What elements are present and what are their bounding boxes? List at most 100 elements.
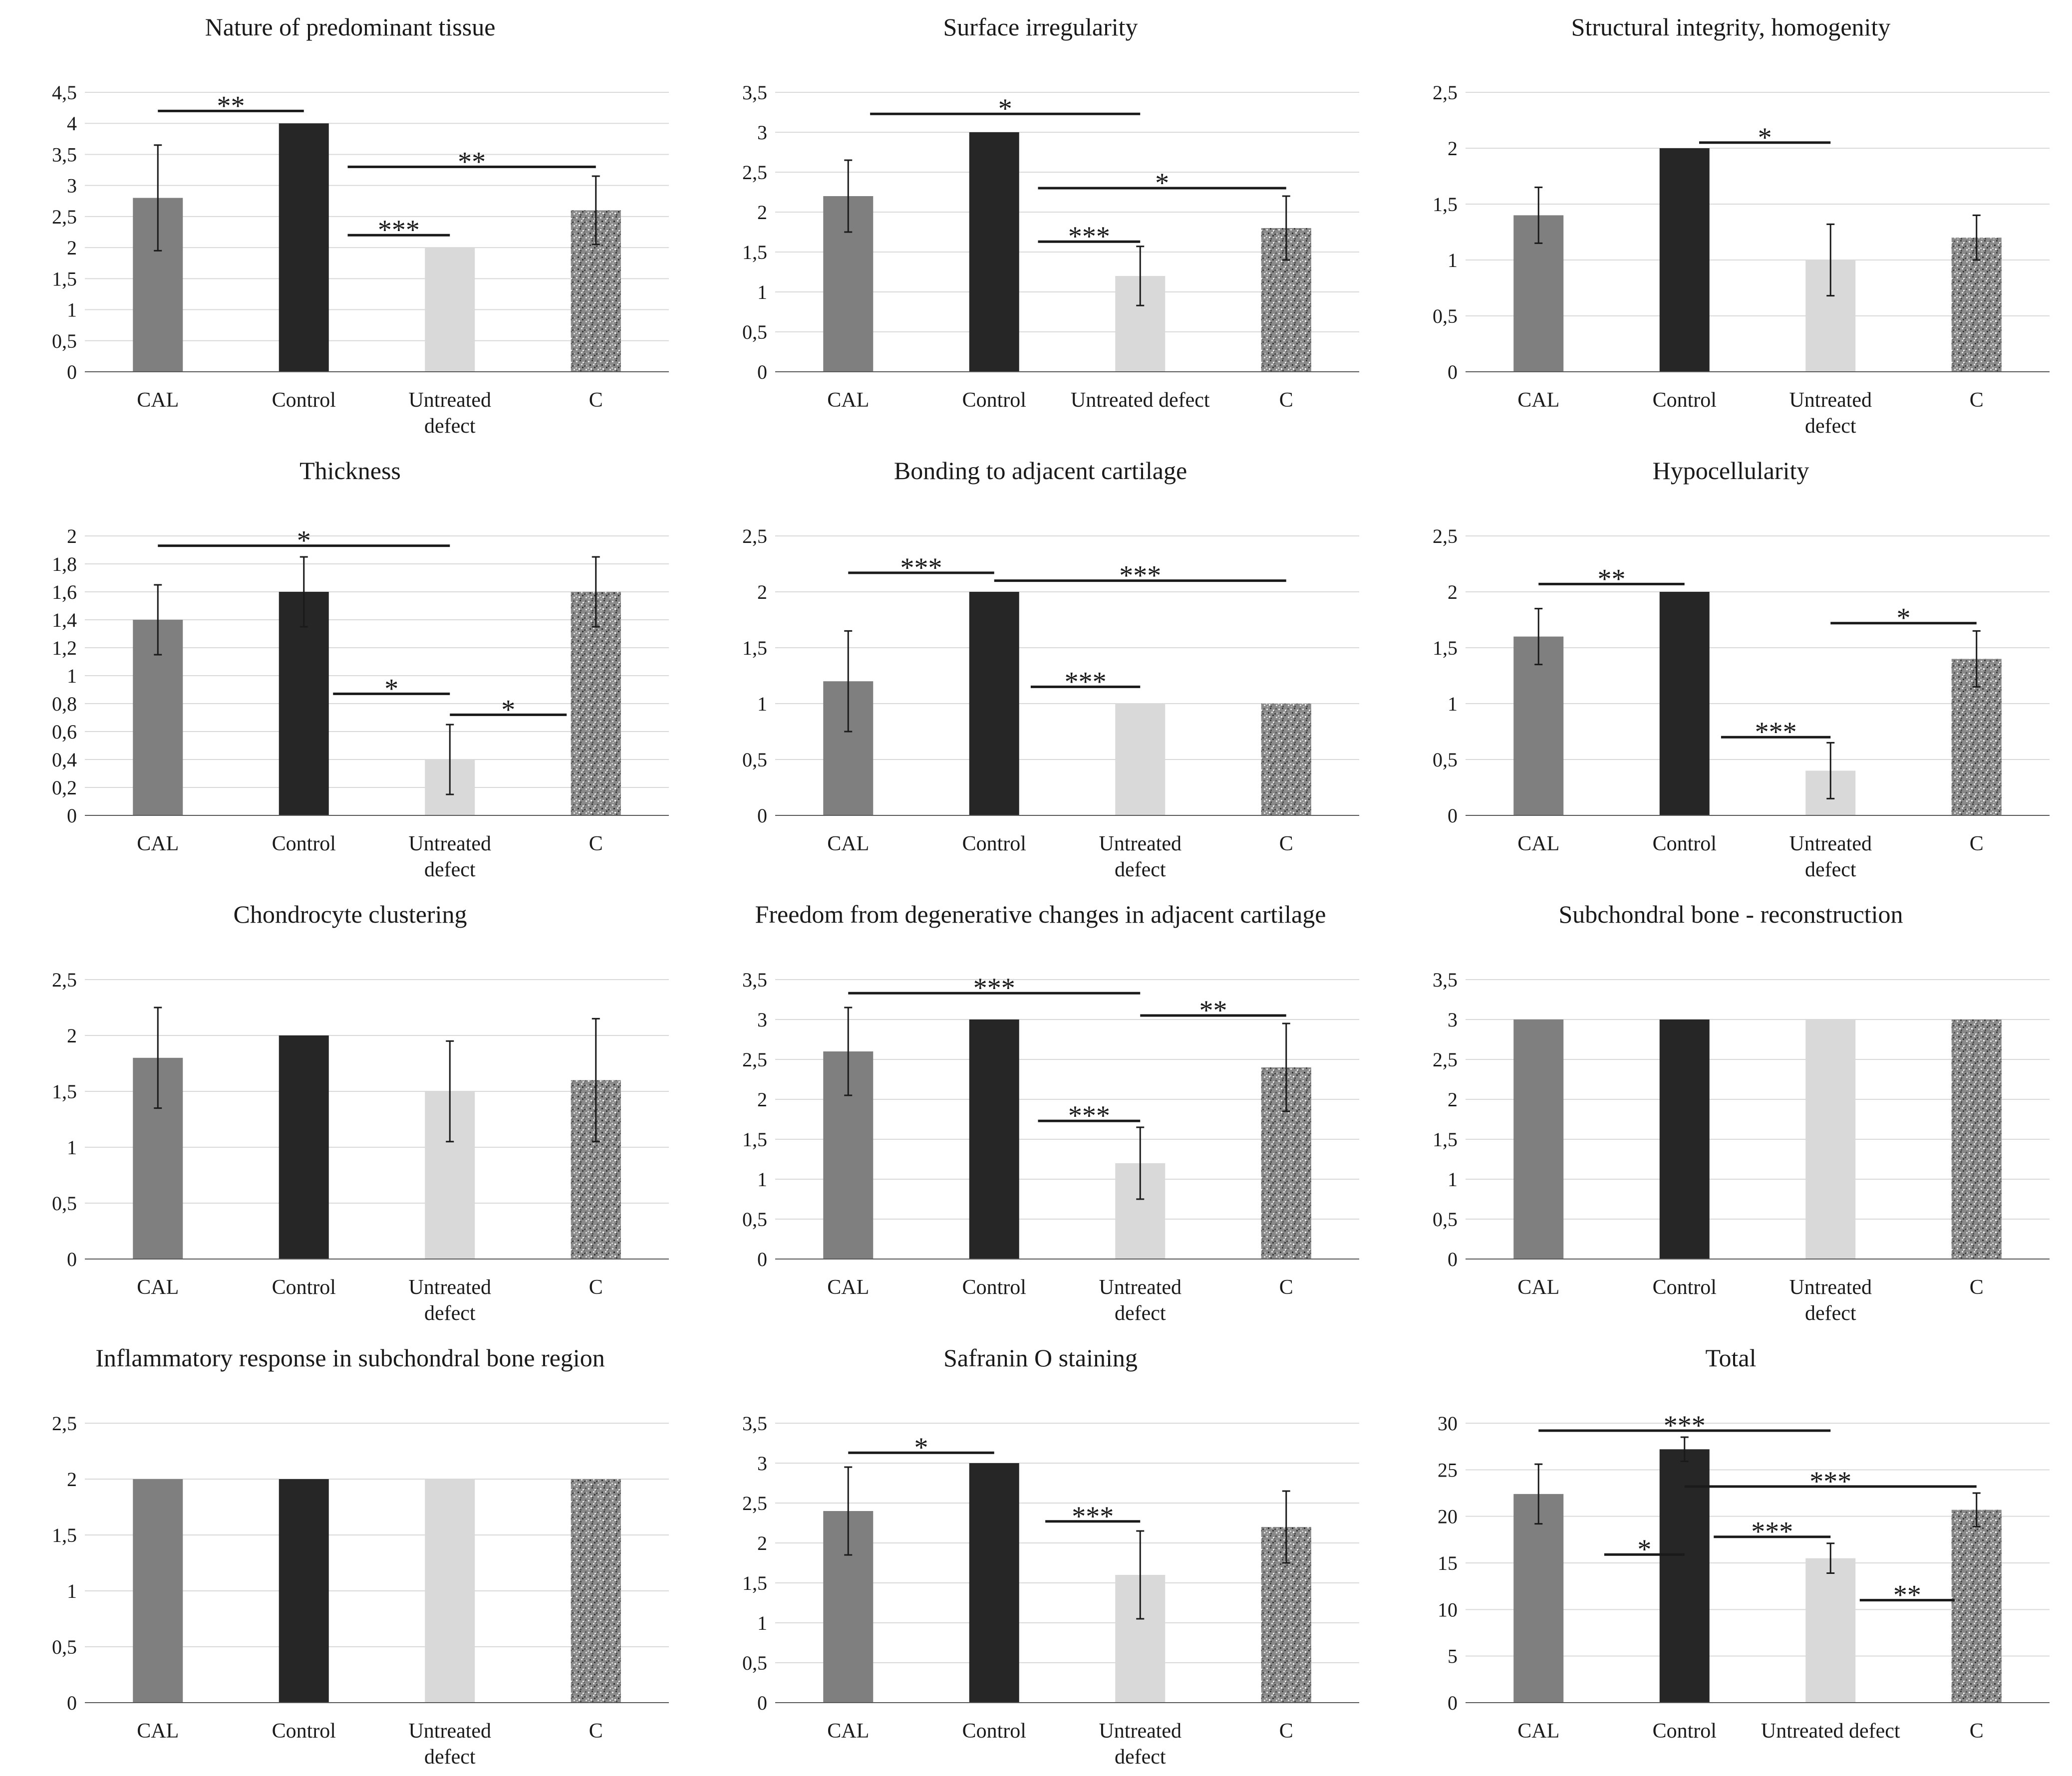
y-tick-label: 0,6 — [52, 721, 77, 743]
chart-panel: Thickness 0 0,2 0,4 0,6 0,8 1 1,2 1,4 1,6 1,8 2 CAL C… — [0, 444, 690, 887]
chart-panel: Freedom from degenerative changes in adj… — [690, 887, 1381, 1331]
bar — [1951, 1510, 2002, 1703]
bar — [425, 248, 475, 372]
significance-label: *** — [973, 973, 1015, 1004]
bar — [1805, 1558, 1856, 1703]
significance-label: * — [998, 93, 1012, 124]
x-tick-label: C — [589, 389, 603, 412]
significance-label: ** — [458, 146, 486, 177]
y-tick-label: 1,5 — [1433, 637, 1458, 659]
x-tick-label: Control — [962, 1276, 1026, 1299]
y-tick-label: 1,5 — [52, 1080, 77, 1103]
x-tick-label: Untreated defect — [1099, 832, 1182, 881]
bar — [279, 1035, 329, 1259]
y-tick-label: 0 — [1448, 1692, 1458, 1714]
y-tick-label: 0 — [1448, 361, 1458, 383]
chart-svg: 0 0,5 1 1,5 2 2,5 3 3,5 CAL Control Untreated defec… — [742, 1412, 1359, 1769]
x-tick-label: CAL — [1517, 389, 1559, 412]
significance-label: *** — [1809, 1466, 1851, 1497]
x-tick-label: Untreated defect — [1071, 389, 1210, 412]
chart-panel: Safranin O staining 0 0,5 1 1,5 2 2,5 3 3,5 CAL Co… — [690, 1331, 1381, 1775]
y-tick-label: 3,5 — [742, 81, 767, 104]
y-tick-label: 0 — [757, 1692, 767, 1714]
y-tick-label: 2 — [757, 1088, 767, 1111]
significance-label: *** — [1072, 1501, 1114, 1532]
significance-label: * — [501, 694, 515, 725]
x-tick-label: Untreated defect — [408, 1276, 491, 1325]
bar — [571, 592, 621, 815]
y-tick-label: 1,5 — [742, 241, 767, 263]
chart-svg: 0 0,5 1 1,5 2 2,5 3 3,5 CAL Control Untreated defe… — [742, 81, 1359, 412]
chart-svg: 0 0,5 1 1,5 2 2,5 CAL Control Untreated defect C — [52, 969, 669, 1325]
y-tick-label: 2,5 — [52, 969, 77, 991]
chart-svg: 0 0,5 1 1,5 2 2,5 CAL Control Untreated defect C — [52, 1412, 669, 1769]
x-tick-label: Untreated defect — [408, 832, 491, 881]
significance-label: ** — [217, 90, 245, 121]
y-tick-label: 2,5 — [52, 206, 77, 228]
x-tick-label: CAL — [827, 1720, 869, 1743]
x-tick-label: Control — [272, 1276, 336, 1299]
y-tick-label: 0,5 — [1433, 305, 1458, 327]
x-tick-label: Control — [962, 832, 1026, 855]
x-tick-label: Control — [272, 832, 336, 855]
bar — [1659, 148, 1710, 372]
chart-title: Safranin O staining — [943, 1344, 1138, 1372]
bar — [969, 1463, 1019, 1703]
y-tick-label: 0 — [67, 1692, 77, 1714]
x-tick-label: Untreated defect — [1099, 1276, 1182, 1325]
chart-svg: 0 0,5 1 1,5 2 2,5 CAL Control Untreated defect C **… — [742, 525, 1359, 881]
y-tick-label: 2,5 — [742, 1492, 767, 1515]
y-tick-label: 2,5 — [1433, 81, 1458, 104]
chart-title: Surface irregularity — [943, 13, 1138, 41]
bar — [1513, 1494, 1564, 1703]
bar — [969, 592, 1019, 815]
y-tick-label: 3,5 — [742, 969, 767, 991]
chart-title: Structural integrity, homogenity — [1571, 13, 1891, 41]
y-tick-label: 2 — [67, 1024, 77, 1047]
x-tick-label: Untreated defect — [1789, 389, 1872, 438]
y-tick-label: 2,5 — [52, 1412, 77, 1435]
chart-title: Subchondral bone - reconstruction — [1558, 900, 1903, 928]
chart-title: Bonding to adjacent cartilage — [893, 457, 1187, 485]
bar — [1513, 1019, 1564, 1259]
y-tick-label: 1,5 — [742, 1572, 767, 1594]
chart-title: Freedom from degenerative changes in adj… — [755, 900, 1326, 928]
x-tick-label: CAL — [137, 389, 179, 412]
y-tick-label: 3,5 — [1433, 969, 1458, 991]
y-tick-label: 1,5 — [52, 1524, 77, 1546]
y-tick-label: 0 — [67, 804, 77, 827]
x-tick-label: Control — [272, 389, 336, 412]
significance-label: ** — [1598, 563, 1626, 594]
bar — [1659, 1019, 1710, 1259]
x-tick-label: CAL — [827, 832, 869, 855]
x-tick-label: C — [589, 832, 603, 855]
x-tick-label: CAL — [1517, 832, 1559, 855]
x-tick-label: CAL — [137, 1720, 179, 1743]
significance-label: * — [297, 525, 311, 556]
y-tick-label: 0,5 — [742, 1208, 767, 1231]
y-tick-label: 1 — [757, 281, 767, 303]
chart-panel: Nature of predominant tissue 0 0,5 1 1,5 2 2,5… — [0, 0, 690, 444]
x-tick-label: Untreated defect — [1099, 1720, 1182, 1769]
y-tick-label: 2 — [757, 1532, 767, 1554]
x-tick-label: Untreated defect — [408, 389, 491, 438]
y-tick-label: 1 — [67, 1580, 77, 1602]
significance-label: *** — [1664, 1410, 1706, 1441]
x-tick-label: Control — [1653, 389, 1717, 412]
y-tick-label: 2 — [1448, 581, 1458, 603]
chart-panel: Structural integrity, homogenity 0 0,5 1 1,5… — [1381, 0, 2071, 444]
x-tick-label: Control — [962, 1720, 1026, 1743]
y-tick-label: 0,5 — [742, 1652, 767, 1674]
y-tick-label: 30 — [1438, 1412, 1458, 1435]
x-tick-label: CAL — [137, 1276, 179, 1299]
x-tick-label: C — [589, 1276, 603, 1299]
x-tick-label: Control — [272, 1720, 336, 1743]
bar — [1659, 1449, 1710, 1703]
chart-title: Thickness — [299, 457, 401, 485]
y-tick-label: 0,5 — [742, 749, 767, 771]
y-tick-label: 3 — [67, 175, 77, 197]
x-tick-label: C — [1279, 1720, 1293, 1743]
bar — [571, 1479, 621, 1703]
significance-label: ** — [1893, 1580, 1921, 1611]
significance-label: * — [1897, 603, 1911, 634]
